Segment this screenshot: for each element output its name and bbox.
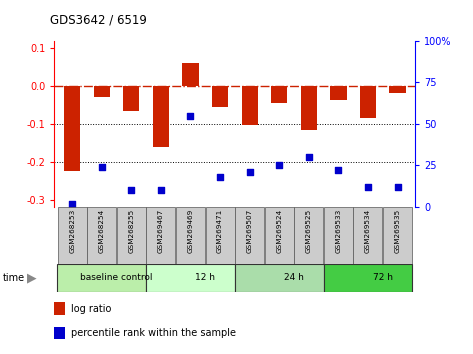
FancyBboxPatch shape (176, 207, 205, 264)
Bar (54, 327, 65, 339)
Text: GSM269524: GSM269524 (276, 209, 282, 253)
Text: GSM269533: GSM269533 (335, 209, 342, 253)
Text: GSM268254: GSM268254 (99, 209, 105, 253)
Text: GSM269535: GSM269535 (394, 209, 401, 253)
Point (128, 188, 135, 193)
Point (364, 184, 372, 190)
Text: GSM269469: GSM269469 (187, 209, 193, 253)
FancyBboxPatch shape (324, 264, 412, 292)
Bar (182, 63, 199, 86)
FancyBboxPatch shape (383, 207, 412, 264)
Text: GSM269507: GSM269507 (246, 209, 253, 253)
FancyBboxPatch shape (57, 264, 146, 292)
FancyBboxPatch shape (294, 207, 323, 264)
FancyBboxPatch shape (146, 264, 235, 292)
Point (187, 113, 194, 118)
FancyBboxPatch shape (235, 207, 264, 264)
Text: GSM269467: GSM269467 (158, 209, 164, 253)
Point (69, 201, 76, 207)
Point (246, 169, 254, 175)
Point (275, 163, 283, 169)
Bar (360, 86, 376, 118)
Text: ▶: ▶ (26, 272, 36, 284)
FancyBboxPatch shape (206, 207, 235, 264)
Bar (54, 302, 65, 315)
FancyBboxPatch shape (117, 207, 146, 264)
Point (216, 174, 224, 180)
Text: GSM269534: GSM269534 (365, 209, 371, 253)
Bar (389, 86, 406, 93)
Bar (301, 86, 317, 130)
Point (394, 184, 401, 190)
FancyBboxPatch shape (87, 207, 116, 264)
Text: time: time (2, 273, 25, 283)
Text: GSM268253: GSM268253 (69, 209, 75, 253)
Text: GSM269471: GSM269471 (217, 209, 223, 253)
Bar (242, 86, 258, 125)
Bar (212, 86, 228, 107)
Text: 24 h: 24 h (284, 273, 304, 282)
Text: 72 h: 72 h (373, 273, 393, 282)
FancyBboxPatch shape (265, 207, 294, 264)
FancyBboxPatch shape (147, 207, 175, 264)
FancyBboxPatch shape (353, 207, 383, 264)
Bar (153, 86, 169, 147)
Text: baseline control: baseline control (80, 273, 153, 282)
Text: percentile rank within the sample: percentile rank within the sample (71, 328, 236, 338)
Bar (94, 86, 110, 97)
Text: log ratio: log ratio (71, 303, 112, 314)
FancyBboxPatch shape (235, 264, 324, 292)
Bar (123, 86, 140, 111)
Text: GSM268255: GSM268255 (128, 209, 134, 253)
FancyBboxPatch shape (324, 207, 353, 264)
Point (305, 154, 313, 160)
Bar (271, 86, 288, 103)
Bar (64, 86, 80, 171)
Point (334, 168, 342, 173)
Text: GSM269525: GSM269525 (306, 209, 312, 253)
FancyBboxPatch shape (58, 207, 87, 264)
Text: GDS3642 / 6519: GDS3642 / 6519 (50, 13, 147, 27)
Text: 12 h: 12 h (195, 273, 215, 282)
Point (157, 188, 165, 193)
Point (98, 164, 105, 170)
Bar (330, 86, 347, 101)
